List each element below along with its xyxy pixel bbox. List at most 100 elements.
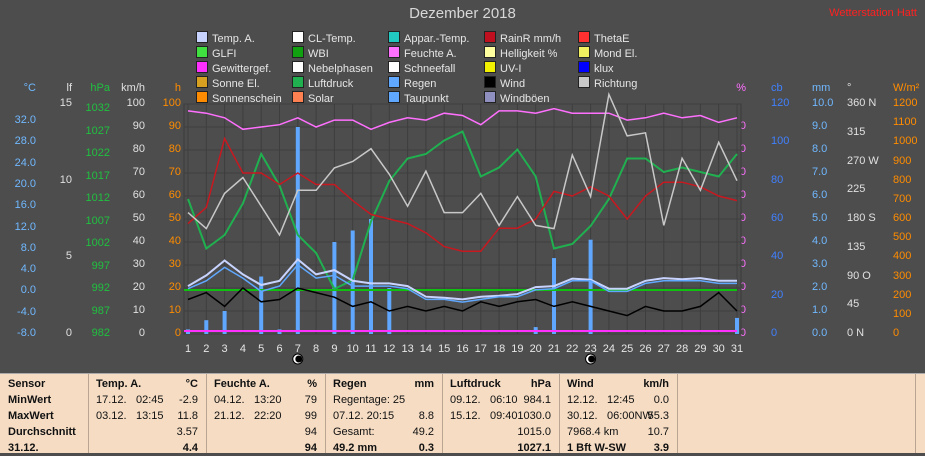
legend-item[interactable]: Sonne El. xyxy=(196,76,260,91)
pressure-axis-tick: 982 xyxy=(91,327,110,339)
stats-row-label: MaxWert xyxy=(8,410,54,422)
legend-label: UV-I xyxy=(500,63,522,75)
x-tick-label: 19 xyxy=(511,343,523,355)
stats-title: Regen xyxy=(333,378,367,390)
legend-item[interactable]: Appar.-Temp. xyxy=(388,31,469,46)
index-axis-tick: 15 xyxy=(59,97,72,109)
legend-item[interactable]: WBI xyxy=(292,46,329,61)
legend-item[interactable]: Temp. A. xyxy=(196,31,255,46)
legend-item[interactable]: Schneefall xyxy=(388,61,455,76)
pressure-axis-unit: hPa xyxy=(90,82,110,94)
legend-item[interactable]: CL-Temp. xyxy=(292,31,356,46)
stats-value: 94 xyxy=(304,426,317,438)
legend-item[interactable]: Helligkeit % xyxy=(484,46,557,61)
legend-swatch xyxy=(388,91,400,103)
wind-axis-tick: 80 xyxy=(132,143,145,155)
x-tick-label: 3 xyxy=(222,343,228,355)
legend-item[interactable]: Mond El. xyxy=(578,46,637,61)
x-tick-label: 18 xyxy=(493,343,505,355)
stats-row: 09.12. 06:10 984.1 xyxy=(442,392,559,408)
temp-axis-tick: 0.0 xyxy=(20,284,36,297)
legend-item[interactable]: Solar xyxy=(292,91,334,106)
solar-axis-tick: 600 xyxy=(893,212,912,224)
wind-axis-tick: 90 xyxy=(132,120,145,132)
stats-column-rain: Regen mm Regentage: 25 07.12. 20:15 8.8 Gesam… xyxy=(325,374,443,454)
stats-column-sensor: Sensor MinWert MaxWert Durchschnitt 31.12. xyxy=(0,374,89,454)
legend-label: Regen xyxy=(404,78,437,90)
solar-axis-tick: 100 xyxy=(893,307,912,320)
legend-swatch xyxy=(484,46,496,58)
legend-item[interactable]: Windböen xyxy=(484,91,550,106)
stats-column-pressure: Luftdruck hPa 09.12. 06:10 984.1 15.12. 09:40 1… xyxy=(442,374,560,456)
legend-swatch xyxy=(578,76,590,88)
mm-axis-tick: 0.0 xyxy=(812,327,828,339)
stats-cell: 07.12. 20:15 xyxy=(333,410,395,422)
stats-unit: km/h xyxy=(643,378,669,390)
legend-item[interactable]: UV-I xyxy=(484,61,521,76)
x-tick-label: 15 xyxy=(438,343,450,355)
stats-unit: mm xyxy=(414,378,434,390)
stats-date: 30.12. xyxy=(567,410,598,422)
stats-time: 09:40 xyxy=(490,410,518,422)
index-axis-tick: 10 xyxy=(59,173,72,186)
stats-row: 15.12. 09:40 1030.0 xyxy=(442,408,559,424)
legend-item[interactable]: RainR mm/h xyxy=(484,31,561,46)
legend-item[interactable]: GLFI xyxy=(196,46,236,61)
legend-swatch xyxy=(388,76,400,88)
station-link[interactable]: Wetterstation Hatt xyxy=(829,7,917,19)
stats-row: 7968.4 km 10.7 xyxy=(559,424,677,440)
stats-title: Temp. A. xyxy=(96,378,142,390)
stats-row: 04.12. 13:20 79 xyxy=(206,392,325,408)
cb-axis-tick: 0 xyxy=(771,327,778,339)
solar-axis-tick: 1000 xyxy=(893,135,918,148)
rain-bar xyxy=(369,219,373,334)
x-tick-label: 7 xyxy=(295,343,301,355)
stats-row: 1027.1 xyxy=(442,440,559,456)
legend-item[interactable]: Regen xyxy=(388,76,436,91)
temp-axis-unit: °C xyxy=(23,82,36,94)
legend-item[interactable]: Gewittergef. xyxy=(196,61,271,76)
legend-item[interactable]: Nebelphasen xyxy=(292,61,373,76)
mm-axis-tick: 6.0 xyxy=(812,189,828,201)
stats-time: 13:20 xyxy=(254,394,282,406)
legend-item[interactable]: Sonnenschein xyxy=(196,91,282,106)
stats-value: 99 xyxy=(304,410,317,422)
stats-date: 03.12. xyxy=(96,410,127,422)
legend-item[interactable]: Wind xyxy=(484,76,525,91)
legend-swatch xyxy=(388,46,400,58)
solar-axis-tick: 0 xyxy=(893,327,900,339)
legend-item[interactable]: klux xyxy=(578,61,614,76)
cb-axis-unit: cb xyxy=(771,82,783,94)
stats-date: 04.12. xyxy=(214,394,245,406)
mm-axis-tick: 9.0 xyxy=(812,120,828,132)
mm-axis-tick: 3.0 xyxy=(812,258,828,270)
x-tick-label: 8 xyxy=(313,343,319,355)
x-tick-label: 25 xyxy=(621,343,633,355)
pressure-axis-tick: 992 xyxy=(91,282,110,294)
direction-axis-tick: 45 xyxy=(847,298,860,311)
legend-item[interactable]: Luftdruck xyxy=(292,76,353,91)
legend-item[interactable]: Feuchte A. xyxy=(388,46,457,61)
legend-item[interactable]: Taupunkt xyxy=(388,91,449,106)
legend-item[interactable]: Richtung xyxy=(578,76,637,91)
moon-new-icon xyxy=(292,353,304,365)
pressure-axis-tick: 987 xyxy=(91,304,110,317)
stats-date: 17.12. xyxy=(96,394,127,406)
legend-label: Temp. A. xyxy=(212,33,255,45)
legend-item[interactable]: ThetaE xyxy=(578,31,629,46)
stats-date: 12.12. xyxy=(567,394,598,406)
stats-row: 12.12. 12:45 0.0 xyxy=(559,392,677,408)
stats-title: Sensor xyxy=(8,378,46,390)
hours-axis-tick: 80 xyxy=(168,143,181,155)
stats-date: 1 Bft W-SW xyxy=(567,442,627,454)
stats-value: 1027.1 xyxy=(517,442,551,454)
legend-label: Feuchte A. xyxy=(404,48,457,60)
legend-label: Gewittergef. xyxy=(212,63,272,75)
x-tick-label: 12 xyxy=(383,343,395,355)
wind-axis-tick: 10 xyxy=(132,304,145,316)
temp-axis-tick: 20.0 xyxy=(14,177,36,190)
stats-date: 09.12. xyxy=(450,394,481,406)
solar-axis-tick: 800 xyxy=(893,173,912,186)
stats-value: 10.7 xyxy=(647,426,669,438)
rain-bar xyxy=(295,127,300,334)
